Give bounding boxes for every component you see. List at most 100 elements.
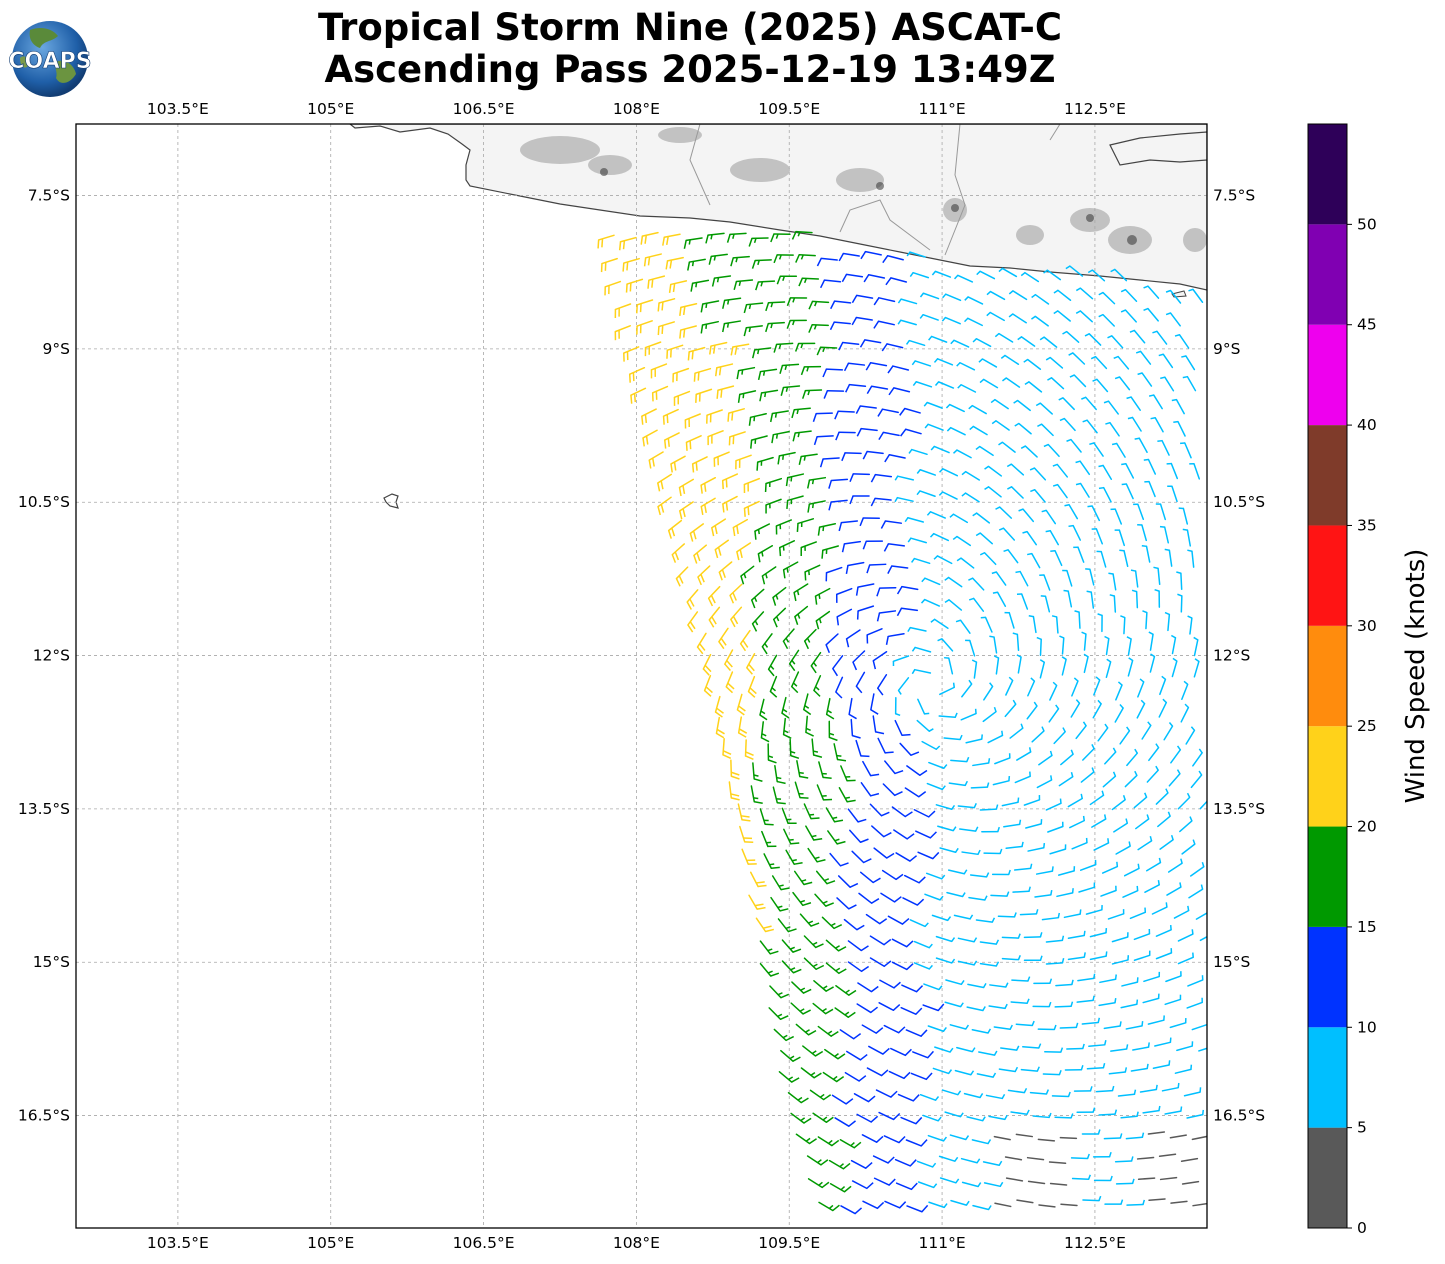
wind-barb xyxy=(816,346,838,356)
wind-barb xyxy=(1114,704,1124,723)
wind-barb xyxy=(825,697,835,720)
wind-barb xyxy=(1103,400,1119,415)
lon-label-105-bottom: 105°E xyxy=(307,1234,354,1252)
wind-barb xyxy=(685,435,702,451)
wind-barb xyxy=(897,677,910,695)
wind-barb xyxy=(755,917,775,933)
wind-barb xyxy=(772,786,786,805)
wind-barb xyxy=(991,869,1011,876)
wind-barb xyxy=(1089,951,1108,961)
wind-barb xyxy=(813,435,834,446)
wind-barb xyxy=(955,619,971,634)
wind-barb xyxy=(1199,935,1207,942)
wind-barb xyxy=(1056,888,1074,898)
wind-barb xyxy=(979,939,1000,945)
wind-barb xyxy=(972,1204,992,1211)
wind-barb xyxy=(787,1092,809,1104)
wind-barb xyxy=(1067,793,1083,808)
wind-barb xyxy=(879,979,901,989)
wind-barb xyxy=(1044,1047,1064,1053)
wind-barb xyxy=(1155,948,1173,960)
wind-barb xyxy=(1111,932,1129,943)
wind-barb xyxy=(910,1072,933,1081)
wind-barb xyxy=(644,341,662,357)
wind-barb xyxy=(1134,437,1148,453)
wind-barb xyxy=(949,513,969,524)
wind-barb xyxy=(870,473,893,483)
wind-barb xyxy=(825,633,839,654)
wind-barb xyxy=(836,608,853,626)
wind-barb xyxy=(737,716,748,738)
globe-icon xyxy=(12,21,88,97)
colorbar-tick-label: 35 xyxy=(1357,516,1377,534)
wind-barb xyxy=(781,939,802,953)
wind-barb xyxy=(939,468,959,477)
wind-barb xyxy=(1034,890,1053,898)
wind-barb xyxy=(903,874,926,884)
wind-barb xyxy=(730,255,750,267)
wind-barb xyxy=(1026,1156,1045,1161)
wind-barb xyxy=(1169,1134,1187,1139)
wind-barb xyxy=(971,1028,992,1034)
wind-barb xyxy=(1141,721,1152,740)
wind-barb xyxy=(711,275,732,287)
wind-barb xyxy=(1030,488,1046,503)
wind-barb xyxy=(1126,748,1139,767)
wind-barb xyxy=(807,1178,830,1189)
wind-barb xyxy=(743,500,760,517)
wind-barb xyxy=(896,607,919,617)
wind-barb xyxy=(1119,549,1129,568)
wind-barb xyxy=(816,784,833,801)
lon-label-109-5-top: 109.5°E xyxy=(758,100,820,118)
colorbar-tick-label: 25 xyxy=(1357,717,1377,735)
wind-barb xyxy=(943,734,963,741)
wind-barb xyxy=(702,653,712,676)
wind-barb xyxy=(1068,524,1082,541)
wind-barb xyxy=(1012,632,1020,652)
wind-barb xyxy=(971,659,978,679)
wind-barb xyxy=(782,561,799,579)
wind-barb xyxy=(814,893,834,907)
wind-barb xyxy=(1148,743,1160,762)
wind-barb xyxy=(882,254,904,264)
wind-barb xyxy=(835,676,844,699)
wind-barb xyxy=(1192,1202,1207,1207)
wind-barb xyxy=(1190,770,1203,789)
wind-barb xyxy=(981,826,1000,833)
wind-barb xyxy=(1161,1082,1180,1092)
wind-barb xyxy=(1084,333,1102,346)
wind-barb xyxy=(839,1029,862,1040)
wind-barb xyxy=(1174,334,1190,349)
wind-barb xyxy=(961,492,980,503)
wind-barb xyxy=(1109,594,1117,613)
wind-barb xyxy=(828,720,838,742)
wind-barb xyxy=(872,1155,895,1164)
wind-barb xyxy=(737,390,757,403)
wind-barb xyxy=(969,872,990,878)
wind-barb xyxy=(1137,524,1148,542)
ocean-background xyxy=(76,124,1207,1228)
wind-barb xyxy=(1142,1105,1161,1114)
wind-barb xyxy=(1080,767,1095,783)
wind-barb xyxy=(982,706,997,723)
wind-barb xyxy=(938,1155,959,1162)
wind-barb xyxy=(836,897,857,910)
wind-barb xyxy=(1036,636,1042,657)
wind-barb xyxy=(1015,1020,1035,1027)
wind-barb xyxy=(813,675,822,697)
wind-barb xyxy=(957,384,977,393)
wind-barb xyxy=(726,232,747,243)
wind-barb xyxy=(1077,973,1096,982)
wind-barb xyxy=(1037,423,1054,437)
wind-barb xyxy=(1158,353,1174,369)
wind-barb xyxy=(1143,458,1157,475)
wind-barb xyxy=(929,532,950,542)
wind-barb xyxy=(751,347,772,359)
wind-barb xyxy=(792,891,812,907)
lon-label-108-bottom: 108°E xyxy=(613,1234,660,1252)
wind-barb xyxy=(824,1048,846,1060)
wind-barb xyxy=(647,275,666,289)
wind-barb xyxy=(933,555,953,565)
wind-barb xyxy=(1023,358,1042,370)
wind-barb xyxy=(1075,310,1093,323)
